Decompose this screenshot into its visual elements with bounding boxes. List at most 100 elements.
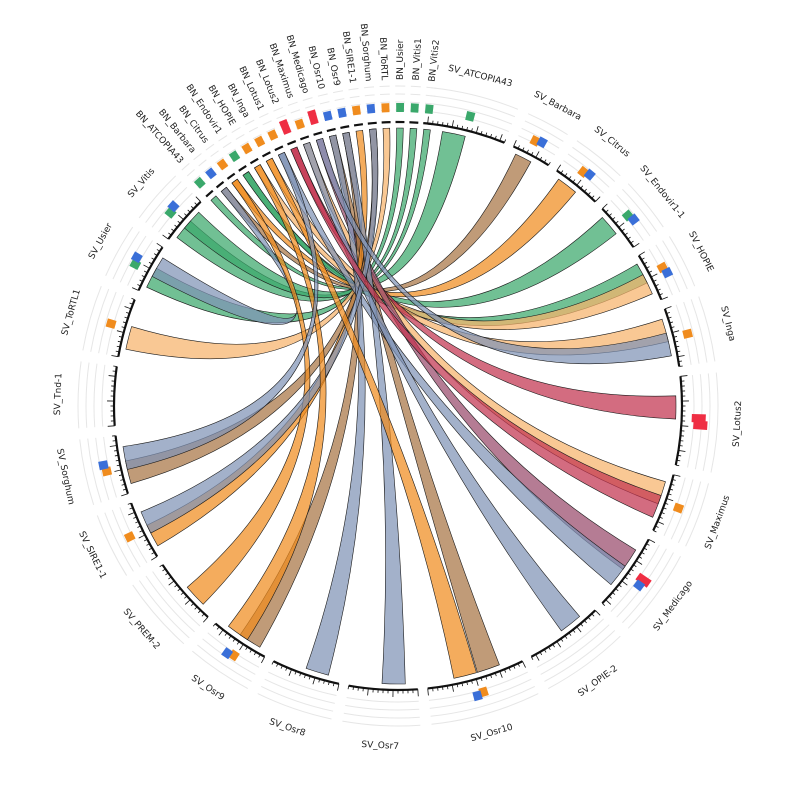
segment-tick (587, 616, 591, 620)
histogram-bar (228, 150, 241, 163)
segment-tick (659, 293, 663, 296)
segment-tick (568, 632, 572, 636)
segment-tick (591, 195, 595, 199)
segment-label: SV_Medicago (652, 579, 695, 633)
segment-tick (180, 592, 184, 595)
segment-tick (630, 240, 634, 244)
segment-tick (504, 139, 507, 143)
segment-tick (584, 188, 587, 192)
segment-tick (672, 479, 676, 481)
segment-tick (543, 649, 547, 653)
track-ring (193, 153, 202, 161)
segment-tick (517, 663, 520, 667)
segment-tick (261, 656, 266, 664)
segment-tick (451, 120, 454, 128)
link-ribbon (125, 127, 391, 360)
segment-tick (480, 677, 483, 682)
segment-tick (605, 209, 609, 213)
track-ring (198, 159, 207, 167)
segment-tick (499, 670, 503, 678)
track-ring (410, 93, 421, 96)
segment-tick (115, 350, 120, 353)
segment-tick (151, 556, 158, 561)
track-ring (90, 288, 110, 352)
segment-tick (659, 516, 663, 519)
track-ring (627, 555, 681, 629)
track-ring (319, 101, 330, 105)
segment-tick (116, 345, 121, 348)
segment-tick (666, 498, 674, 502)
track-ring (245, 119, 255, 126)
histogram-bar (322, 110, 333, 122)
track-ring (287, 101, 298, 106)
segment-tick (641, 551, 645, 555)
segment-tick (124, 316, 129, 319)
segment-label: BN_Vitis1 (412, 38, 424, 81)
segment-label: BN_ToRTL (377, 37, 389, 80)
track-ring (145, 575, 195, 633)
segment-tick (608, 595, 612, 599)
segment-tick (584, 620, 587, 624)
segment-tick (197, 610, 202, 614)
segment-tick (202, 616, 209, 623)
segment-tick (124, 306, 132, 310)
segment-tick (535, 151, 540, 158)
segment-tick (178, 214, 184, 220)
track-ring (259, 112, 269, 119)
segment-tick (184, 599, 191, 605)
track-ring (321, 108, 332, 113)
segment-arc (340, 125, 350, 129)
segment-arc (273, 660, 340, 685)
segment-tick (633, 564, 637, 568)
segment-tick (427, 688, 429, 696)
segment-tick (133, 516, 137, 519)
histogram-bar (254, 135, 266, 148)
track-ring (186, 169, 195, 177)
link-ribbon (122, 151, 319, 470)
segment-tick (633, 242, 640, 248)
track-ring (430, 685, 535, 717)
segment-tick (461, 682, 464, 687)
segment-tick (258, 654, 261, 658)
segment-tick (127, 502, 132, 505)
segment-tick (653, 279, 657, 282)
segment-tick (442, 686, 444, 691)
segment-label: SV_ToRTL1 (60, 288, 83, 337)
segment-tick (446, 122, 449, 127)
segment-arc (130, 502, 159, 558)
histogram-bar (241, 142, 253, 155)
track-ring (576, 140, 621, 177)
segment-arc (205, 189, 214, 198)
track-ring (203, 165, 212, 173)
track-ring (572, 146, 616, 182)
segment-tick (456, 124, 459, 129)
segment-tick (635, 560, 643, 565)
segment-tick (143, 538, 148, 542)
track-ring (685, 483, 709, 547)
segment-tick (109, 445, 117, 447)
segment-tick (218, 629, 224, 636)
histogram-bar (627, 213, 640, 226)
segment-tick (288, 669, 292, 676)
histogram-bar (164, 206, 177, 219)
segment-label: SV_HOPIE (686, 230, 715, 274)
link-ribbons (122, 127, 677, 685)
segment-tick (151, 551, 155, 555)
track-ring (426, 86, 437, 89)
segment-tick (678, 360, 683, 362)
track-ring (424, 102, 435, 105)
segment-tick (494, 135, 497, 140)
segment-tick (332, 682, 335, 687)
segment-label: BN_Usier (396, 39, 406, 80)
segment-arc (114, 435, 129, 495)
segment-tick (648, 538, 656, 543)
histogram-bar (227, 649, 240, 662)
segment-tick (485, 132, 488, 137)
link-ribbon (186, 178, 311, 605)
segment-tick (184, 213, 188, 217)
track-ring (262, 120, 272, 126)
track-ring (662, 240, 688, 290)
segment-tick (564, 635, 568, 639)
segment-tick (655, 284, 659, 287)
segment-tick (650, 273, 658, 278)
